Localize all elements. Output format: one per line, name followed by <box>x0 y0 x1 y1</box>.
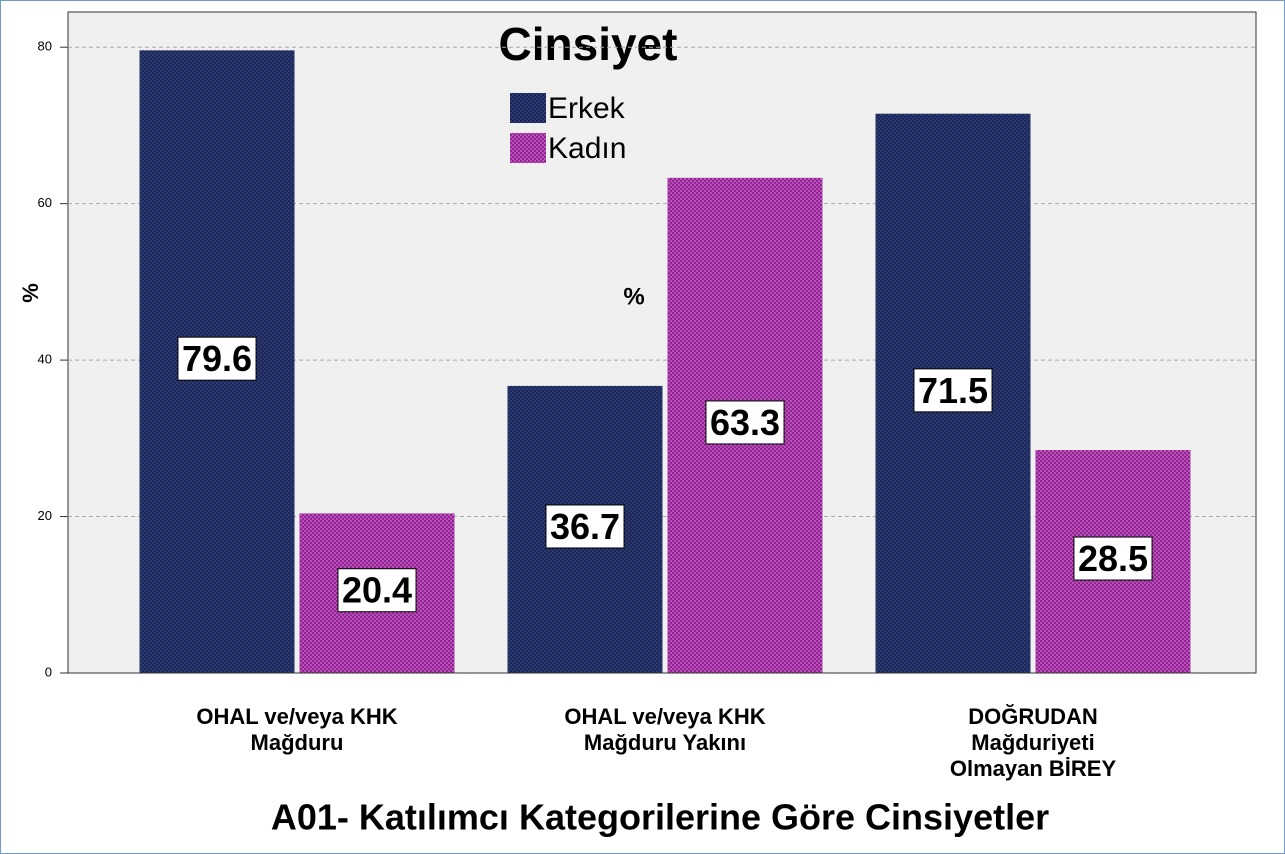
value-label: 79.6 <box>182 338 252 379</box>
y-tick-label: 20 <box>38 508 52 523</box>
value-label-box <box>177 336 257 381</box>
value-label-box <box>1073 536 1153 581</box>
chart-title: A01- Katılımcı Kategorilerine Göre Cinsi… <box>271 797 1049 838</box>
legend-swatch <box>510 93 546 123</box>
y-tick-label: 60 <box>38 195 52 210</box>
x-tick-label-line: Mağduriyeti <box>971 730 1094 755</box>
value-label: 63.3 <box>710 402 780 443</box>
x-tick-label-line: DOĞRUDAN <box>968 704 1098 729</box>
x-tick-label: OHAL ve/veya KHK Mağduru Yakını <box>564 704 765 755</box>
value-label-box <box>705 400 785 445</box>
value-label: 36.7 <box>550 506 620 547</box>
x-tick-label: DOĞRUDAN Mağduriyeti Olmayan BİREY <box>950 704 1117 781</box>
value-label-box <box>545 504 625 549</box>
x-tick-label-line: OHAL ve/veya KHK <box>196 704 397 729</box>
legend-title: Cinsiyet <box>499 18 678 70</box>
y-axis-label: % <box>18 283 43 303</box>
value-label: 20.4 <box>342 570 412 611</box>
x-tick-label-line: Mağduru <box>251 730 344 755</box>
legend-label: Kadın <box>548 132 626 165</box>
value-label-box <box>913 368 993 413</box>
legend-swatch <box>510 133 546 163</box>
value-label: 71.5 <box>918 370 988 411</box>
value-label-box <box>337 568 417 613</box>
y-tick-label: 80 <box>38 39 52 54</box>
annotation: % <box>623 283 644 310</box>
x-tick-label-line: Olmayan BİREY <box>950 756 1117 781</box>
legend-label: Erkek <box>548 92 626 125</box>
y-tick-label: 0 <box>45 664 52 679</box>
value-label: 28.5 <box>1078 538 1148 579</box>
x-tick-label-line: OHAL ve/veya KHK <box>564 704 765 729</box>
x-tick-label-line: Mağduru Yakını <box>584 730 746 755</box>
x-tick-label: OHAL ve/veya KHK Mağduru <box>196 704 397 755</box>
y-tick-label: 40 <box>38 352 52 367</box>
